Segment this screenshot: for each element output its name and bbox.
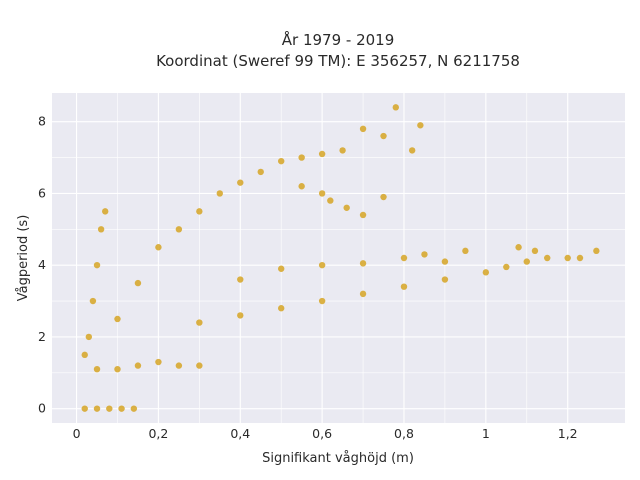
data-point (318, 190, 326, 197)
data-point (134, 279, 142, 287)
data-point (196, 319, 203, 326)
data-point (196, 362, 203, 369)
data-point (81, 351, 88, 359)
chart-title-line2: Koordinat (Sweref 99 TM): E 356257, N 62… (156, 52, 520, 70)
x-tick-label: 1,2 (558, 426, 578, 441)
data-point (130, 405, 138, 412)
data-point (85, 333, 93, 341)
data-point (503, 263, 510, 271)
x-tick-label: 0 (73, 426, 81, 441)
data-point (298, 183, 305, 190)
data-point (531, 247, 539, 255)
data-point (421, 251, 428, 258)
data-point (318, 261, 326, 269)
data-point (400, 254, 408, 262)
data-point (593, 247, 600, 255)
data-point (89, 297, 97, 305)
data-point (318, 297, 326, 305)
data-point (515, 244, 522, 251)
data-point (359, 211, 367, 219)
data-point (134, 362, 142, 369)
data-point (175, 362, 183, 369)
data-point (318, 150, 326, 158)
data-point (441, 276, 449, 283)
data-point (278, 157, 285, 165)
data-points (81, 104, 600, 412)
data-point (417, 122, 424, 129)
data-point (359, 125, 367, 133)
y-tick-label: 0 (38, 401, 46, 416)
data-point (216, 190, 224, 197)
data-point (462, 247, 469, 255)
data-point (408, 147, 416, 154)
data-point (155, 358, 162, 366)
plot-area (52, 93, 625, 423)
y-tick-label: 4 (38, 257, 46, 272)
y-axis-ticks: 0 2 4 6 8 (38, 114, 46, 416)
data-point (93, 365, 101, 373)
data-point (380, 132, 387, 140)
y-axis-label: Vågperiod (s) (16, 215, 31, 302)
x-tick-label: 0,6 (312, 426, 332, 441)
data-point (359, 290, 367, 298)
data-point (155, 244, 162, 251)
data-point (97, 226, 105, 233)
x-axis-label: Signifikant våghöjd (m) (262, 451, 414, 466)
x-axis-ticks: 0 0,2 0,4 0,6 0,8 1 1,2 (73, 426, 578, 441)
data-point (114, 365, 121, 373)
x-tick-label: 0,4 (230, 426, 250, 441)
data-point (359, 260, 367, 267)
data-point (523, 258, 530, 265)
data-point (237, 179, 244, 186)
data-point (392, 104, 399, 111)
y-tick-label: 8 (38, 114, 46, 129)
data-point (93, 261, 101, 269)
data-point (118, 405, 125, 412)
data-point (400, 283, 408, 290)
y-tick-label: 2 (38, 329, 46, 344)
data-point (175, 226, 183, 233)
grid-lines (52, 93, 625, 423)
data-point (343, 204, 350, 211)
data-point (339, 147, 346, 154)
data-point (278, 305, 285, 312)
data-point (237, 312, 244, 319)
data-point (482, 269, 490, 276)
data-point (81, 405, 88, 412)
data-point (380, 193, 387, 201)
x-tick-label: 0,2 (148, 426, 168, 441)
data-point (564, 254, 571, 262)
x-tick-label: 1 (482, 426, 490, 441)
data-point (327, 197, 334, 204)
data-point (93, 405, 101, 412)
chart-title-line1: År 1979 - 2019 (282, 30, 395, 49)
data-point (102, 208, 109, 215)
data-point (576, 254, 584, 262)
data-point (196, 208, 203, 215)
data-point (544, 254, 551, 262)
data-point (237, 276, 244, 283)
data-point (298, 154, 305, 161)
data-point (106, 405, 113, 412)
x-tick-label: 0,8 (394, 426, 414, 441)
data-point (278, 265, 285, 272)
data-point (257, 168, 264, 176)
data-point (114, 315, 121, 323)
y-tick-label: 6 (38, 185, 46, 200)
data-point (441, 258, 449, 265)
